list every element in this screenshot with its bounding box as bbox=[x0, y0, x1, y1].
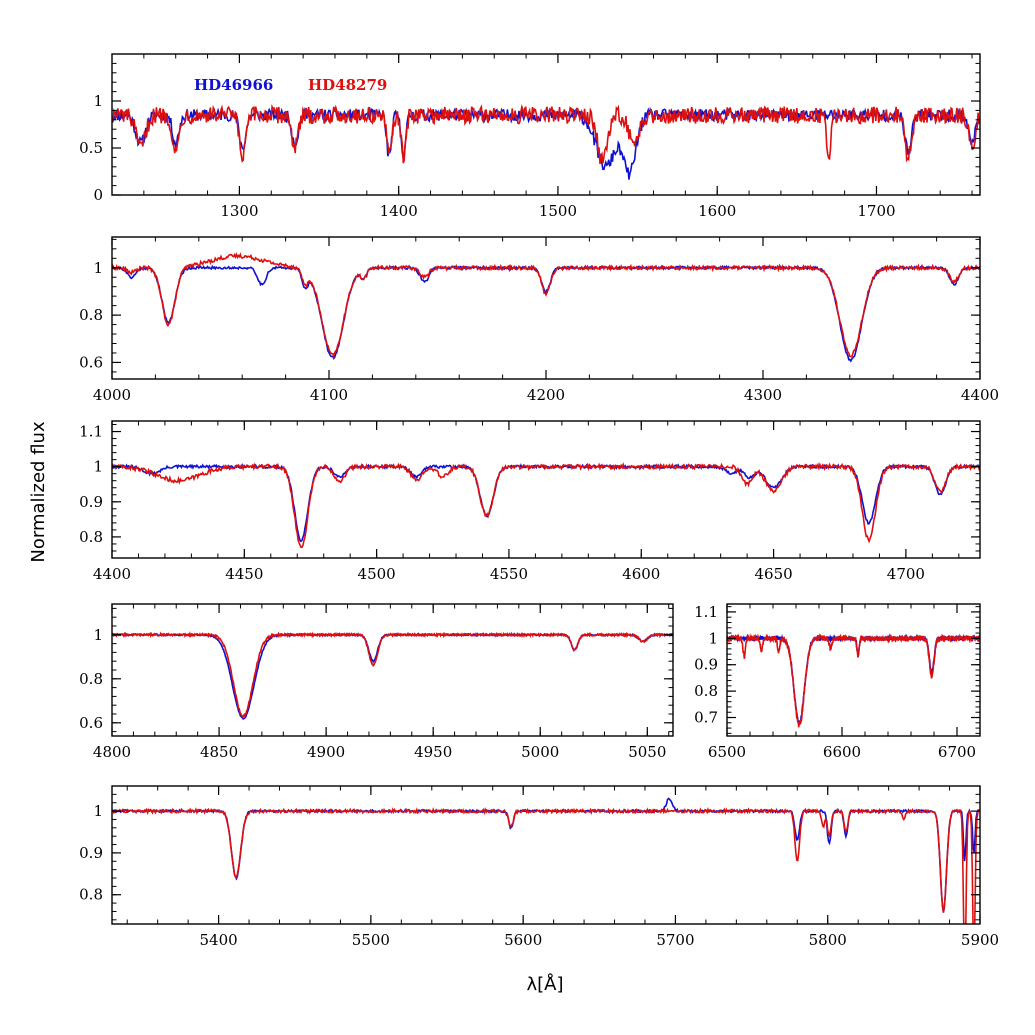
y-tick-label: 1.1 bbox=[694, 603, 718, 621]
y-tick-label: 0.9 bbox=[694, 656, 718, 674]
x-tick-label: 4400 bbox=[93, 565, 131, 583]
x-tick-label: 1600 bbox=[698, 202, 736, 220]
x-tick-label: 4900 bbox=[307, 743, 345, 761]
panels: 1300 1400 1500 1600 1700 0 0.5 1 4000 4100 4200 430… bbox=[79, 53, 999, 949]
series-HD48279-uv bbox=[112, 103, 980, 164]
panel-blue1: 4000 4100 4200 4300 4400 0.6 0.8 1 bbox=[79, 236, 999, 404]
y-tick-label: 0.7 bbox=[694, 709, 718, 727]
x-tick-label: 4450 bbox=[225, 565, 263, 583]
panel-halpha: 6500 6600 6700 0.7 0.8 0.9 1 1.1 bbox=[694, 603, 981, 761]
y-tick-label: 0.8 bbox=[79, 528, 103, 546]
y-tick-label: 0.9 bbox=[79, 844, 103, 862]
y-tick-label: 0.8 bbox=[79, 886, 103, 904]
x-tick-label: 6500 bbox=[708, 743, 746, 761]
x-tick-label: 1500 bbox=[539, 202, 577, 220]
series-HD48279-red bbox=[112, 806, 980, 924]
x-tick-label: 4650 bbox=[754, 565, 792, 583]
series-HD46966-uv bbox=[112, 106, 980, 180]
panel-frame bbox=[726, 603, 981, 737]
y-tick-label: 1 bbox=[93, 92, 103, 110]
series-HD46966-blue1 bbox=[112, 264, 980, 363]
panel-frame bbox=[111, 785, 981, 925]
y-tick-label: 1 bbox=[93, 259, 103, 277]
y-tick-label: 1 bbox=[708, 629, 718, 647]
y-tick-label: 0.5 bbox=[79, 139, 103, 157]
y-tick-label: 0 bbox=[93, 186, 103, 204]
x-tick-label: 6700 bbox=[938, 743, 976, 761]
x-tick-label: 4800 bbox=[93, 743, 131, 761]
series-HD48279-hbeta bbox=[112, 631, 673, 719]
x-tick-label: 5700 bbox=[656, 931, 694, 949]
panel-frame bbox=[111, 603, 674, 737]
series-HD48279-halpha bbox=[727, 633, 980, 728]
x-tick-label: 4100 bbox=[310, 386, 348, 404]
x-tick-label: 5500 bbox=[352, 931, 390, 949]
y-tick-label: 1 bbox=[93, 802, 103, 820]
legend-entry-1: HD46966 bbox=[194, 76, 273, 94]
x-tick-label: 4700 bbox=[887, 565, 925, 583]
y-tick-label: 1 bbox=[93, 458, 103, 476]
panel-hbeta: 4800 4850 4900 4950 5000 5050 0.6 0.8 1 bbox=[79, 603, 674, 761]
x-tick-label: 5800 bbox=[809, 931, 847, 949]
y-axis-title: Normalized flux bbox=[28, 421, 49, 563]
series-HD46966-blue2 bbox=[112, 462, 980, 543]
x-tick-label: 5600 bbox=[504, 931, 542, 949]
x-tick-label: 5050 bbox=[628, 743, 666, 761]
legend-entry-2: HD48279 bbox=[308, 76, 387, 94]
y-tick-label: 0.8 bbox=[79, 670, 103, 688]
y-tick-label: 0.8 bbox=[694, 682, 718, 700]
x-tick-label: 4550 bbox=[490, 565, 528, 583]
x-tick-label: 4850 bbox=[200, 743, 238, 761]
x-tick-label: 4600 bbox=[622, 565, 660, 583]
y-tick-label: 0.6 bbox=[79, 714, 103, 732]
y-tick-label: 0.8 bbox=[79, 306, 103, 324]
x-tick-label: 4950 bbox=[414, 743, 452, 761]
x-tick-label: 5900 bbox=[961, 931, 999, 949]
x-axis-title: λ[Å] bbox=[526, 973, 563, 995]
panel-red: 5400 5500 5600 5700 5800 5900 0.8 0.9 1 bbox=[79, 785, 999, 949]
x-tick-label: 4400 bbox=[961, 386, 999, 404]
x-tick-label: 1300 bbox=[220, 202, 258, 220]
y-tick-label: 0.6 bbox=[79, 353, 103, 371]
panel-frame bbox=[111, 53, 981, 196]
panel-blue2: 4400 4450 4500 4550 4600 4650 4700 0.8 0.9 1 1.1 bbox=[79, 420, 981, 583]
x-tick-label: 4200 bbox=[527, 386, 565, 404]
x-tick-label: 4000 bbox=[93, 386, 131, 404]
x-tick-label: 1400 bbox=[380, 202, 418, 220]
y-tick-label: 0.9 bbox=[79, 493, 103, 511]
x-tick-label: 1700 bbox=[857, 202, 895, 220]
x-tick-label: 4300 bbox=[744, 386, 782, 404]
y-tick-label: 1 bbox=[93, 626, 103, 644]
panel-uv: 1300 1400 1500 1600 1700 0 0.5 1 bbox=[79, 53, 981, 220]
y-tick-label: 1.1 bbox=[79, 423, 103, 441]
series-HD46966-hbeta bbox=[112, 631, 673, 720]
x-tick-label: 6600 bbox=[823, 743, 861, 761]
x-tick-label: 4500 bbox=[358, 565, 396, 583]
x-tick-label: 5400 bbox=[200, 931, 238, 949]
series-HD48279-blue1 bbox=[112, 252, 980, 360]
series-HD46966-halpha bbox=[727, 633, 980, 724]
series-HD48279-blue2 bbox=[112, 462, 980, 549]
x-tick-label: 5000 bbox=[521, 743, 559, 761]
panel-frame bbox=[111, 420, 981, 559]
